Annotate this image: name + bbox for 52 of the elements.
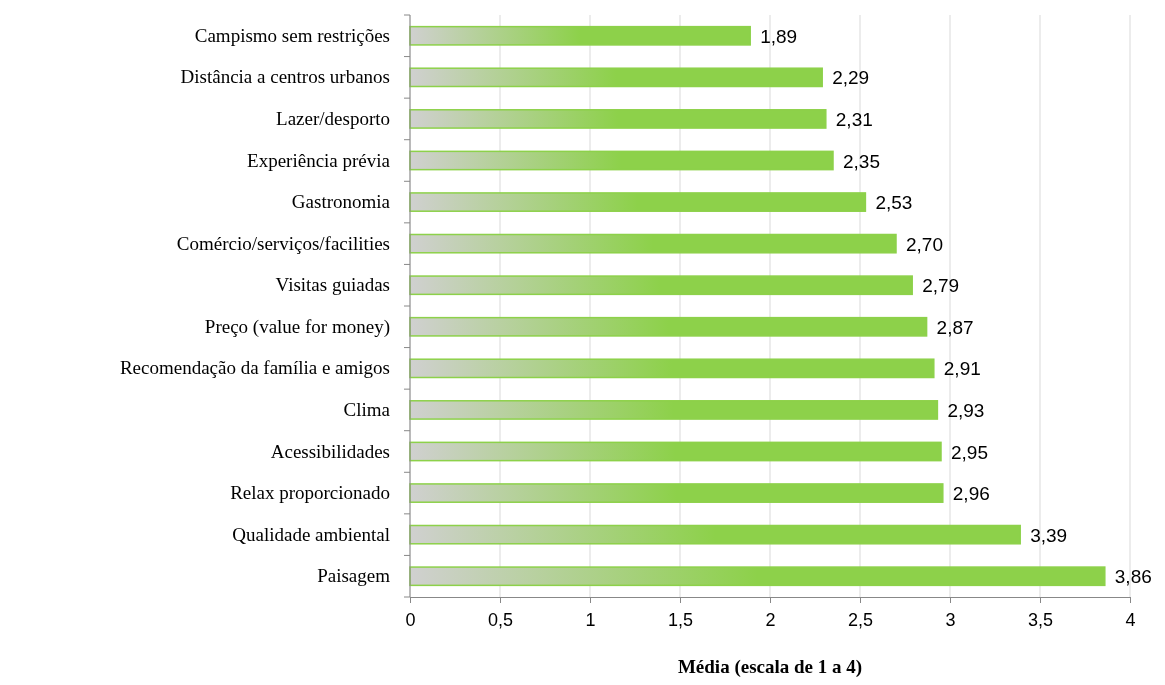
y-tick-label: Distância a centros urbanos — [180, 66, 390, 88]
x-tick-label: 1 — [585, 609, 596, 630]
data-label: 3,39 — [1030, 524, 1068, 546]
data-label: 2,29 — [832, 67, 870, 89]
bar — [409, 524, 1021, 545]
y-tick-label: Visitas guiadas — [275, 274, 390, 296]
bar — [409, 192, 867, 212]
data-label: 1,89 — [760, 25, 798, 47]
bar — [409, 483, 944, 503]
bar — [409, 150, 834, 171]
bar — [409, 566, 1106, 587]
data-label: 3,86 — [1114, 566, 1152, 588]
data-label: 2,53 — [875, 192, 913, 214]
data-label: 2,96 — [952, 483, 990, 505]
data-label: 2,31 — [835, 108, 873, 130]
bar — [409, 400, 939, 420]
y-tick-label: Qualidade ambiental — [232, 523, 390, 545]
x-tick-label: 0,5 — [487, 609, 514, 630]
x-tick-label: 2,5 — [847, 609, 874, 630]
y-tick-label: Comércio/serviços/facilities — [176, 232, 390, 254]
x-axis-title: Média (escala de 1 a 4) — [677, 656, 863, 678]
data-label: 2,91 — [943, 358, 981, 380]
y-tick-label: Relax proporcionado — [230, 482, 390, 504]
data-label: 2,70 — [906, 233, 943, 255]
data-label: 2,93 — [947, 399, 985, 421]
bar — [409, 275, 913, 296]
data-label: 2,95 — [951, 441, 988, 463]
y-tick-label: Lazer/desporto — [276, 108, 390, 130]
y-tick-label: Campismo sem restrições — [194, 24, 390, 46]
bar — [409, 25, 751, 46]
y-tick-label: Preço (value for money) — [204, 315, 390, 338]
y-tick-label: Clima — [343, 399, 391, 421]
y-tick-label: Recomendação da família e amigos — [119, 357, 390, 379]
x-tick-label: 2 — [765, 609, 776, 630]
x-tick-label: 3 — [945, 609, 956, 630]
y-tick-label: Experiência prévia — [247, 149, 391, 171]
bar — [409, 233, 897, 254]
bar — [409, 358, 935, 379]
bar — [409, 441, 942, 462]
x-tick-label: 4 — [1125, 609, 1136, 630]
data-label: 2,79 — [922, 275, 960, 297]
bar — [409, 316, 928, 337]
bar — [409, 109, 827, 129]
x-tick-label: 0 — [405, 609, 416, 630]
x-tick-label: 3,5 — [1027, 609, 1054, 630]
data-label: 2,35 — [843, 150, 880, 172]
data-label: 2,87 — [936, 316, 974, 338]
y-tick-label: Paisagem — [317, 565, 391, 587]
x-tick-label: 1,5 — [667, 609, 694, 630]
y-tick-label: Gastronomia — [291, 191, 391, 213]
bar — [409, 67, 823, 88]
y-tick-label: Acessibilidades — [270, 440, 390, 462]
